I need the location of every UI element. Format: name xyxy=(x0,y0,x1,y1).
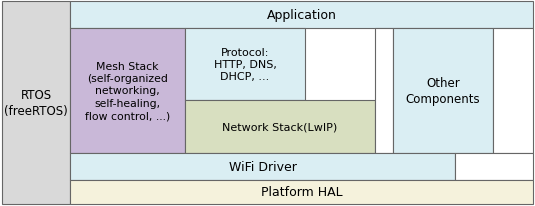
Bar xyxy=(70,29,185,153)
Bar xyxy=(185,101,375,153)
Bar xyxy=(393,29,493,153)
Text: Mesh Stack
(self-organized
networking,
self-healing,
flow control, ...): Mesh Stack (self-organized networking, s… xyxy=(85,61,170,121)
Text: WiFi Driver: WiFi Driver xyxy=(228,160,296,173)
Bar xyxy=(185,29,305,101)
Text: Network Stack(LwIP): Network Stack(LwIP) xyxy=(223,122,338,132)
Bar xyxy=(70,2,533,29)
Bar xyxy=(493,29,533,153)
Bar xyxy=(375,29,393,153)
Text: Application: Application xyxy=(266,9,337,22)
Text: Platform HAL: Platform HAL xyxy=(261,186,342,199)
Bar xyxy=(455,153,533,180)
Bar xyxy=(2,2,70,204)
Text: RTOS
(freeRTOS): RTOS (freeRTOS) xyxy=(4,89,68,117)
Text: Protocol:
HTTP, DNS,
DHCP, ...: Protocol: HTTP, DNS, DHCP, ... xyxy=(213,47,277,82)
Bar xyxy=(70,153,455,180)
Bar xyxy=(70,180,533,204)
Text: Other
Components: Other Components xyxy=(406,77,480,105)
